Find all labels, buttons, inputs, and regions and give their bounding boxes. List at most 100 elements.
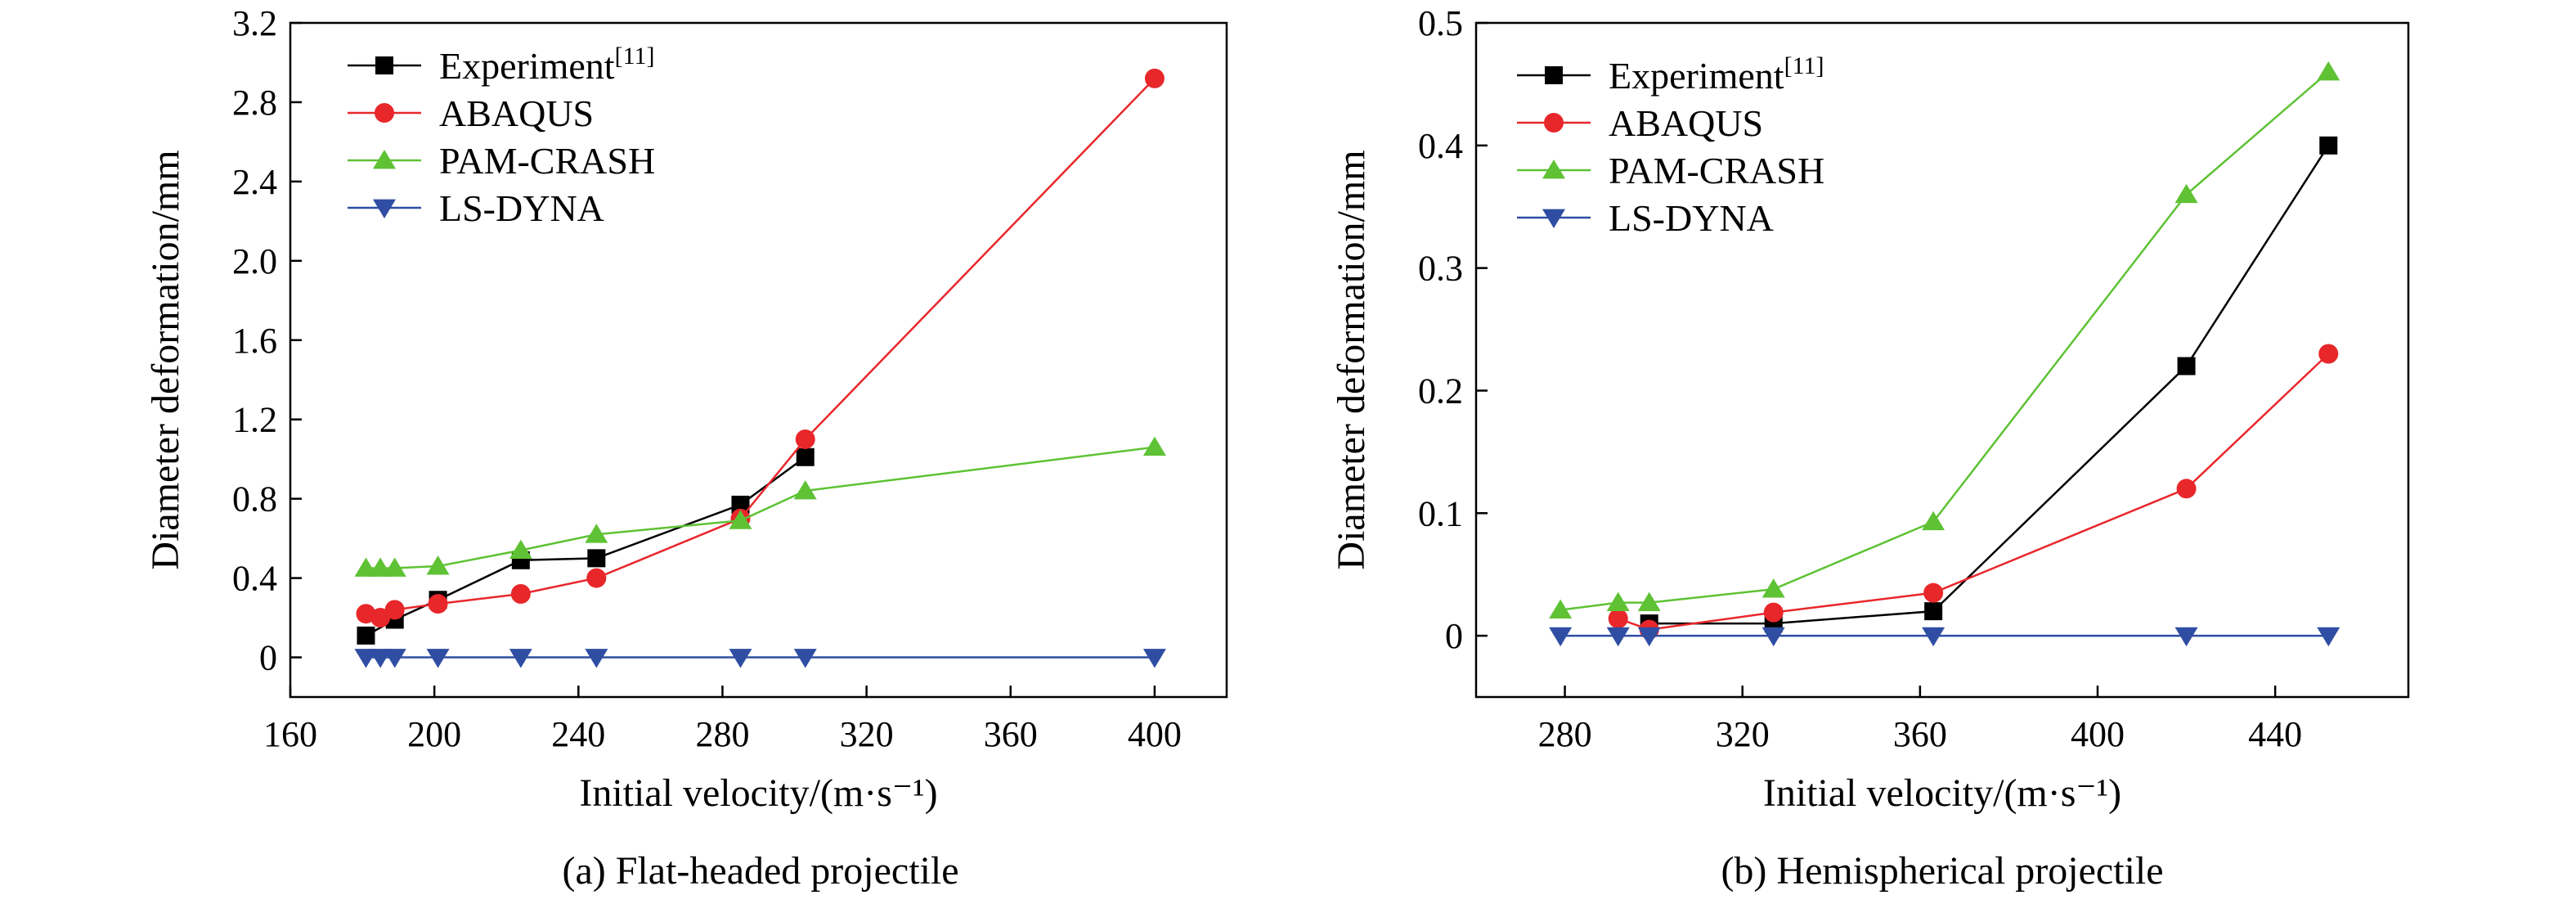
a-data-point (428, 594, 448, 614)
a-y-tick-label: 0.4 (232, 559, 277, 599)
a-legend-marker (375, 56, 393, 74)
panel-a-flat-headed: 160 200 240 280 320 360 400 0 0.4 0.8 1.2 1.6 2.0 2.4… (144, 3, 1228, 893)
b-data-point (1761, 627, 1785, 647)
b-data-point (2317, 61, 2340, 81)
b-legend-label: LS-DYNA (1609, 197, 1774, 239)
b-x-tick-label: 320 (1716, 714, 1770, 754)
a-legend-marker (373, 150, 396, 169)
b-legend-marker (1542, 160, 1565, 179)
a-data-point (793, 649, 817, 668)
a-x-tick-label: 240 (551, 714, 605, 754)
a-x-tick-label: 280 (695, 714, 749, 754)
a-x-tick-label: 320 (840, 714, 894, 754)
b-x-tick-label: 360 (1893, 714, 1947, 754)
a-series-ls-dyna (354, 649, 1166, 668)
b-data-point (2176, 479, 2197, 499)
a-data-point (729, 510, 752, 529)
a-y-tick-label: 2.4 (232, 162, 277, 202)
b-x-axis-label: Initial velocity/(m·s⁻¹) (1763, 771, 2121, 815)
a-data-point (383, 557, 406, 577)
b-x-tick-label: 400 (2071, 714, 2125, 754)
a-legend: Experiment[11] ABAQUS PAM-CRASH LS-DYNA (348, 43, 655, 229)
b-data-point (1922, 510, 1945, 531)
a-data-point (587, 549, 606, 568)
b-data-point (2319, 136, 2338, 155)
b-series-line (1618, 353, 2330, 631)
b-data-point (1637, 627, 1661, 647)
a-y-tick-label: 1.2 (232, 400, 277, 440)
a-series-experiment (357, 448, 815, 645)
a-y-tick-label: 3.2 (232, 3, 277, 43)
a-y-tick-label: 1.6 (232, 321, 277, 361)
a-data-point (731, 495, 750, 514)
b-x-tick-label: 440 (2248, 714, 2302, 754)
b-data-point (1606, 627, 1630, 647)
a-series-line (366, 446, 1156, 569)
a-data-point (370, 608, 391, 628)
b-y-tick-label: 0.1 (1418, 493, 1463, 533)
b-legend-marker (1544, 113, 1564, 133)
a-data-point (1142, 436, 1166, 456)
b-legend-label: Experiment[11] (1609, 52, 1824, 97)
a-data-point (795, 429, 815, 449)
a-legend-label: PAM-CRASH (439, 140, 655, 182)
b-data-point (1761, 578, 1785, 598)
a-y-axis-label: Diameter deformation/mm (144, 150, 187, 569)
a-caption: (a) Flat-headed projectile (562, 849, 958, 893)
b-legend-marker (1542, 209, 1565, 228)
b-x-tick-label: 280 (1538, 714, 1592, 754)
b-y-tick-label: 0.3 (1418, 249, 1463, 289)
a-legend-label: Experiment[11] (439, 43, 654, 87)
a-legend-marker (375, 103, 394, 123)
a-y-tick-label: 0 (259, 638, 277, 678)
b-data-point (1549, 627, 1573, 647)
a-data-point (426, 555, 450, 575)
a-data-point (426, 649, 450, 668)
b-data-point (2317, 627, 2340, 647)
a-plot-frame (289, 21, 1228, 699)
a-data-point (1142, 649, 1166, 668)
panel-b-hemispherical: 280 320 360 400 440 0 0.1 0.2 0.3 0.4 0.5 Initial v… (1330, 3, 2410, 893)
a-data-point (796, 448, 815, 466)
b-data-point (2177, 357, 2196, 376)
b-data-point (1924, 602, 1943, 621)
b-data-point (1923, 582, 1944, 603)
b-plot-frame (1474, 21, 2410, 699)
b-y-axis-label: Diameter deformation/mm (1330, 150, 1373, 569)
b-data-point (1608, 609, 1628, 629)
b-caption: (b) Hemispherical projectile (1721, 849, 2163, 893)
a-series-abaqus (356, 68, 1165, 628)
a-data-point (369, 557, 393, 577)
b-series-pam-crash (1549, 61, 2340, 619)
b-y-tick-label: 0.4 (1418, 126, 1463, 166)
a-data-point (793, 479, 817, 500)
b-legend-label: PAM-CRASH (1609, 150, 1824, 191)
b-data-point (1763, 602, 1784, 623)
b-data-point (1606, 591, 1630, 612)
a-data-point (509, 649, 532, 668)
a-data-point (1144, 68, 1165, 88)
b-data-point (1637, 591, 1661, 612)
a-x-tick-label: 400 (1128, 714, 1182, 754)
a-legend-label: ABAQUS (439, 92, 594, 134)
a-legend-label: LS-DYNA (439, 187, 604, 229)
a-data-point (585, 649, 608, 668)
a-y-tick-label: 2.8 (232, 83, 277, 123)
a-x-tick-label: 160 (263, 714, 317, 754)
a-data-point (354, 649, 378, 668)
b-data-point (2174, 183, 2198, 204)
b-data-point (2318, 344, 2339, 364)
b-y-tick-label: 0 (1445, 616, 1463, 656)
a-data-point (585, 524, 608, 543)
a-legend-marker (373, 199, 396, 218)
b-data-point (1922, 627, 1945, 647)
a-data-point (510, 583, 531, 604)
a-x-tick-label: 200 (407, 714, 461, 754)
b-legend-label: ABAQUS (1609, 102, 1763, 144)
a-data-point (384, 600, 405, 620)
a-y-tick-label: 0.8 (232, 479, 277, 519)
b-y-tick-label: 0.2 (1418, 371, 1463, 411)
b-y-tick-label: 0.5 (1418, 3, 1463, 43)
a-x-tick-label: 360 (984, 714, 1038, 754)
